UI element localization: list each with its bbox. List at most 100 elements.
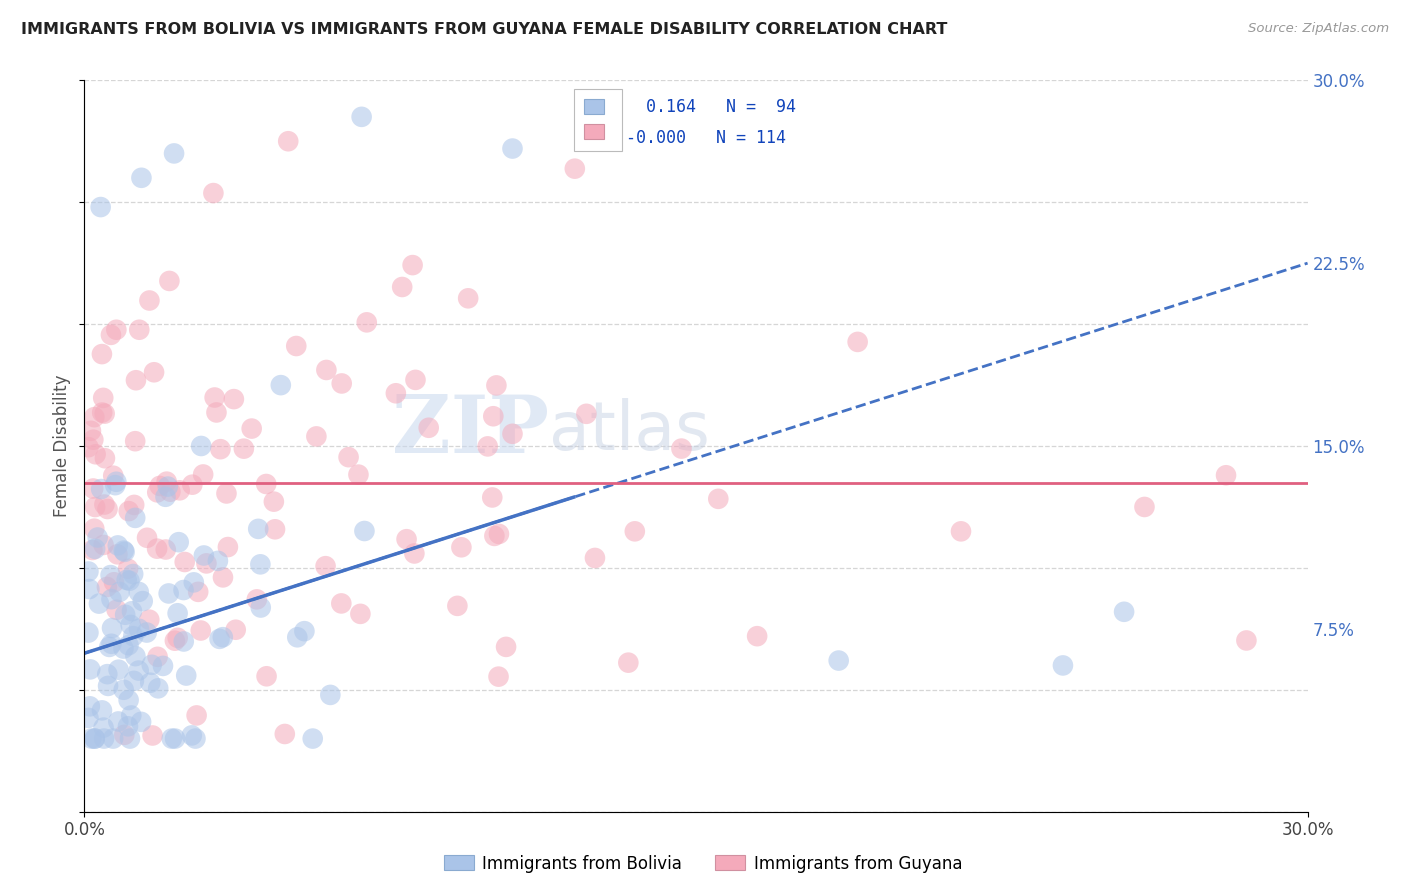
- Point: [79, 662, 101, 676]
- Point: [482, 409, 505, 424]
- Point: [107, 547, 129, 561]
- Point: [391, 280, 413, 294]
- Point: [146, 485, 169, 500]
- Point: [86, 531, 108, 545]
- Point: [100, 592, 122, 607]
- Point: [117, 719, 139, 733]
- Legend: , : ,: [574, 88, 623, 152]
- Point: [152, 659, 174, 673]
- Point: [187, 585, 209, 599]
- Text: Source: ZipAtlas.com: Source: ZipAtlas.com: [1249, 22, 1389, 36]
- Point: [222, 392, 245, 406]
- Point: [207, 554, 229, 568]
- Point: [80, 424, 103, 438]
- Point: [138, 293, 160, 308]
- Point: [191, 467, 214, 482]
- Point: [125, 373, 148, 387]
- Point: [211, 630, 233, 644]
- Point: [108, 585, 131, 599]
- Point: [484, 529, 506, 543]
- Point: [112, 641, 135, 656]
- Point: [624, 524, 647, 539]
- Point: [82, 482, 104, 496]
- Point: [90, 482, 112, 496]
- Point: [142, 729, 165, 743]
- Point: [87, 597, 110, 611]
- Point: [747, 629, 769, 643]
- Point: [356, 315, 378, 329]
- Point: [91, 391, 114, 405]
- Point: [83, 410, 105, 425]
- Point: [80, 731, 103, 746]
- Point: [315, 559, 337, 574]
- Point: [477, 439, 499, 453]
- Point: [107, 538, 129, 552]
- Point: [93, 721, 115, 735]
- Point: [488, 670, 510, 684]
- Point: [139, 675, 162, 690]
- Point: [450, 541, 472, 555]
- Point: [193, 549, 215, 563]
- Text: IMMIGRANTS FROM BOLIVIA VS IMMIGRANTS FROM GUYANA FEMALE DISABILITY CORRELATION : IMMIGRANTS FROM BOLIVIA VS IMMIGRANTS FR…: [21, 22, 948, 37]
- Point: [163, 633, 186, 648]
- Point: [330, 376, 353, 391]
- Point: [104, 478, 127, 492]
- Point: [707, 491, 730, 506]
- Point: [190, 439, 212, 453]
- Point: [107, 663, 129, 677]
- Point: [169, 483, 191, 498]
- Point: [115, 573, 138, 587]
- Point: [166, 631, 188, 645]
- Point: [83, 731, 105, 746]
- Point: [117, 638, 139, 652]
- Point: [385, 386, 408, 401]
- Point: [347, 467, 370, 482]
- Point: [1215, 468, 1237, 483]
- Point: [418, 421, 440, 435]
- Point: [117, 693, 139, 707]
- Point: [184, 731, 207, 746]
- Text: atlas: atlas: [550, 399, 710, 465]
- Point: [167, 535, 190, 549]
- Point: [77, 625, 100, 640]
- Point: [77, 711, 100, 725]
- Point: [103, 468, 125, 483]
- Point: [264, 522, 287, 536]
- Point: [121, 604, 143, 618]
- Point: [132, 594, 155, 608]
- Point: [165, 731, 187, 746]
- Point: [149, 479, 172, 493]
- Point: [122, 629, 145, 643]
- Point: [105, 475, 128, 489]
- Point: [564, 161, 586, 176]
- Point: [79, 699, 101, 714]
- Point: [101, 621, 124, 635]
- Point: [246, 592, 269, 607]
- Text: ZIP: ZIP: [392, 392, 550, 470]
- Point: [157, 586, 180, 600]
- Point: [212, 570, 235, 584]
- Point: [163, 146, 186, 161]
- Point: [100, 327, 122, 342]
- Point: [337, 450, 360, 465]
- Point: [249, 600, 271, 615]
- Point: [256, 669, 278, 683]
- Point: [190, 624, 212, 638]
- Point: [117, 562, 139, 576]
- Point: [401, 258, 423, 272]
- Y-axis label: Female Disability: Female Disability: [53, 375, 72, 517]
- Point: [84, 541, 107, 556]
- Point: [112, 728, 135, 742]
- Point: [583, 551, 606, 566]
- Point: [202, 186, 225, 200]
- Point: [828, 654, 851, 668]
- Point: [96, 580, 118, 594]
- Point: [105, 603, 128, 617]
- Point: [114, 545, 136, 559]
- Point: [84, 500, 107, 514]
- Point: [349, 607, 371, 621]
- Point: [105, 323, 128, 337]
- Point: [319, 688, 342, 702]
- Point: [195, 557, 218, 571]
- Point: [100, 637, 122, 651]
